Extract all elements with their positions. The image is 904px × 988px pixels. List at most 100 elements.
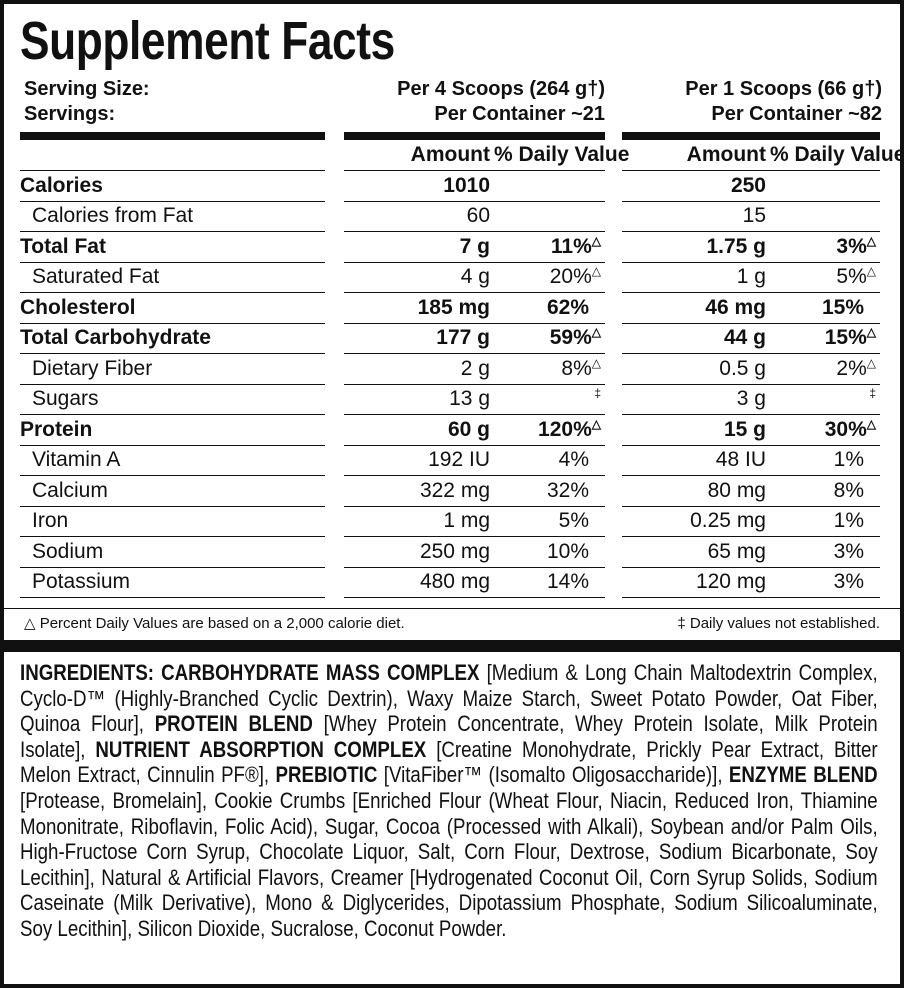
gap bbox=[605, 171, 622, 202]
gap bbox=[325, 323, 344, 354]
header: Amount bbox=[622, 140, 770, 171]
nutrient-name: Potassium bbox=[20, 567, 325, 598]
dv-text: 3% bbox=[836, 234, 867, 258]
gap bbox=[605, 537, 622, 568]
dv-note: △ bbox=[591, 416, 601, 431]
dv-note: △ bbox=[866, 355, 876, 370]
amount: 322 mg bbox=[344, 476, 494, 507]
nutrient-name: Calcium bbox=[20, 476, 325, 507]
header: % Daily Value bbox=[494, 140, 629, 171]
daily-value: 3% bbox=[770, 567, 880, 598]
amount: 3 g bbox=[622, 384, 770, 415]
ingredient-text: [Protease, Bromelain], Cookie Crumbs [En… bbox=[20, 787, 878, 941]
nutrient-name: Total Carbohydrate bbox=[20, 323, 325, 354]
nutrient-row: Saturated Fat 4 g 20%△ 1 g 5%△ bbox=[20, 262, 882, 293]
gap bbox=[605, 567, 622, 598]
gap bbox=[325, 415, 344, 446]
gap bbox=[325, 293, 344, 324]
servings-row: Servings: Per Container ~21 Per Containe… bbox=[20, 103, 882, 127]
dv-note: △ bbox=[591, 325, 601, 339]
daily-value: 10% bbox=[494, 537, 605, 568]
rule-cell bbox=[494, 128, 605, 140]
serving-label: Serving Size: bbox=[24, 78, 150, 100]
gap bbox=[325, 506, 344, 537]
nutrient-name: Dietary Fiber bbox=[20, 354, 325, 385]
dv-text: 59% bbox=[549, 326, 592, 349]
dv-text: 15% bbox=[824, 326, 867, 349]
dv-note: △ bbox=[866, 264, 876, 278]
amount: 177 g bbox=[344, 323, 494, 354]
rule-cell bbox=[20, 128, 325, 140]
dv-text: 8% bbox=[833, 478, 864, 502]
dv-note: △ bbox=[591, 264, 601, 278]
nutrient-row: Calories 1010 250 bbox=[20, 171, 882, 202]
nutrient-row: Vitamin A 192 IU 4% 48 IU 1% bbox=[20, 445, 882, 476]
nutrient-row: Cholesterol 185 mg 62% 46 mg 15% bbox=[20, 293, 882, 324]
daily-value: 3%△ bbox=[770, 232, 880, 263]
gap bbox=[605, 354, 622, 385]
gap bbox=[605, 384, 622, 415]
amount: 0.5 g bbox=[622, 354, 770, 385]
header-row: Amount% Daily Value Amount% Daily Value bbox=[20, 140, 900, 171]
dv-text: 30% bbox=[824, 417, 867, 441]
gap bbox=[325, 232, 344, 263]
daily-value: 1% bbox=[770, 506, 880, 537]
amount: 185 mg bbox=[344, 293, 494, 324]
gap bbox=[605, 140, 622, 171]
nutrient-name: Calories from Fat bbox=[20, 201, 325, 232]
dv-note: ‡ bbox=[594, 386, 601, 400]
dv-text: 3% bbox=[833, 570, 864, 593]
ingredient-text: [Creatine Monohydrate, Prickly Pear Extr… bbox=[20, 736, 878, 788]
gap bbox=[325, 384, 344, 415]
gap bbox=[605, 445, 622, 476]
amount: 65 mg bbox=[622, 537, 770, 568]
gap bbox=[605, 476, 622, 507]
dv-text: 8% bbox=[561, 356, 592, 380]
dv-text: 14% bbox=[546, 570, 589, 593]
nutrient-row: Dietary Fiber 2 g 8%△ 0.5 g 2%△ bbox=[20, 354, 882, 385]
gap bbox=[605, 293, 622, 324]
gap bbox=[605, 232, 622, 263]
amount: 120 mg bbox=[622, 567, 770, 598]
serving-value: Per 4 Scoops (264 g†) bbox=[397, 78, 605, 100]
dv-note: △ bbox=[866, 233, 876, 248]
amount: 1 g bbox=[622, 262, 770, 293]
gap bbox=[325, 445, 344, 476]
dv-text: 5% bbox=[836, 265, 867, 288]
rule-cell bbox=[325, 128, 344, 132]
daily-value: 30%△ bbox=[770, 415, 880, 446]
gap bbox=[325, 201, 344, 232]
nutrient-name: Iron bbox=[20, 506, 325, 537]
footnote: ‡ Daily values not established. bbox=[677, 615, 880, 632]
nutrient-row: Iron 1 mg 5% 0.25 mg 1% bbox=[20, 506, 882, 537]
nutrient-row: Sugars 13 g ‡ 3 g ‡ bbox=[20, 384, 882, 415]
daily-value: 5%△ bbox=[770, 262, 880, 293]
ingredient-text: PROTEIN BLEND bbox=[154, 711, 313, 737]
nutrient-name: Protein bbox=[20, 415, 325, 446]
daily-value: 8%△ bbox=[494, 354, 605, 385]
ingredient-text: INGREDIENTS: CARBOHYDRATE MASS COMPLEX bbox=[20, 660, 480, 685]
ingredient-text: PREBIOTIC bbox=[275, 762, 378, 788]
amount: 60 g bbox=[344, 415, 494, 446]
nutrition-table: Amount% Daily Value Amount% Daily Value Ca… bbox=[20, 128, 900, 598]
dv-text: 120% bbox=[538, 417, 592, 441]
daily-value bbox=[494, 171, 605, 202]
daily-value: 20%△ bbox=[494, 262, 605, 293]
amount: 250 mg bbox=[344, 537, 494, 568]
dv-text: 1% bbox=[833, 509, 864, 532]
rule-cell bbox=[622, 128, 770, 140]
daily-value: 2%△ bbox=[770, 354, 880, 385]
nutrient-name: Calories bbox=[20, 171, 325, 202]
nutrient-row: Protein 60 g 120%△ 15 g 30%△ bbox=[20, 415, 882, 446]
dv-text: 32% bbox=[546, 478, 589, 502]
ingredient-text: [Medium & Long Chain Maltodextrin Comple… bbox=[20, 660, 878, 737]
ingredient-text: [VitaFiber™ (Isomalto Oligosaccharide)], bbox=[377, 762, 729, 788]
gap bbox=[325, 171, 344, 202]
daily-value: 5% bbox=[494, 506, 605, 537]
daily-value: 11%△ bbox=[494, 232, 605, 263]
divider bbox=[4, 640, 900, 652]
dv-text: 1% bbox=[833, 448, 864, 471]
gap bbox=[325, 476, 344, 507]
daily-value: 120%△ bbox=[494, 415, 605, 446]
amount: 1 mg bbox=[344, 506, 494, 537]
